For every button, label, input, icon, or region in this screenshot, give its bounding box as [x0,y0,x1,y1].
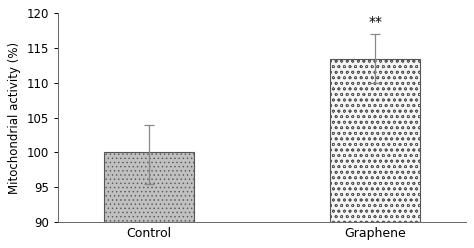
Text: **: ** [368,15,382,29]
Bar [103,152,194,222]
Y-axis label: Mitochondrial activity (%): Mitochondrial activity (%) [9,41,21,194]
Bar [330,59,420,222]
